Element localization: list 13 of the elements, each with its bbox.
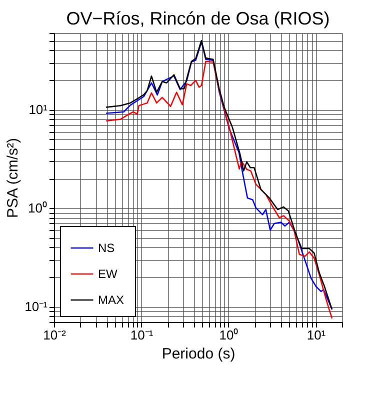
x-tick-label: 10¹ xyxy=(306,328,326,342)
x-tick-label: 10⁻¹ xyxy=(130,328,154,342)
legend-label: NS xyxy=(98,241,115,255)
y-tick-label: 10⁻¹ xyxy=(24,299,48,314)
y-axis-title: PSA (cm/s²) xyxy=(4,138,22,218)
x-tick-label: 10⁻² xyxy=(43,328,67,342)
chart-title: OV−Ríos, Rincón de Osa (RIOS) xyxy=(66,8,330,28)
legend-label: MAX xyxy=(98,293,124,307)
x-axis-title: Periodo (s) xyxy=(162,346,236,362)
x-tick-label: 10⁰ xyxy=(219,328,239,342)
y-tick-label: 10⁰ xyxy=(28,200,48,216)
legend-label: EW xyxy=(98,267,118,281)
y-tick-label: 10¹ xyxy=(28,102,48,118)
